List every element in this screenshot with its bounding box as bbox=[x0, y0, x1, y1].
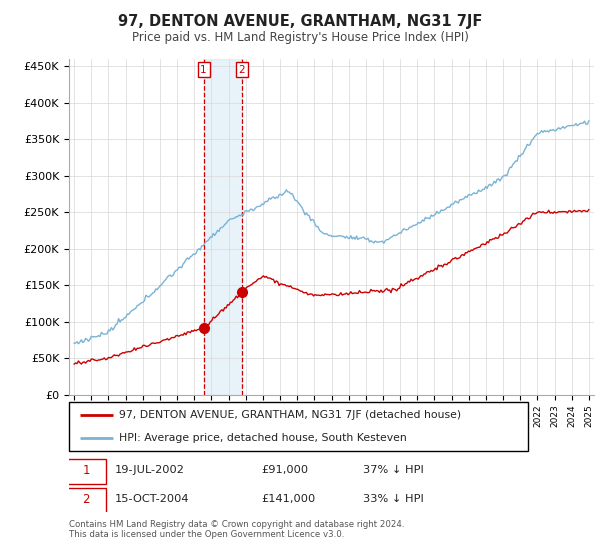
Text: HPI: Average price, detached house, South Kesteven: HPI: Average price, detached house, Sout… bbox=[119, 433, 407, 443]
Text: 1: 1 bbox=[82, 464, 90, 477]
Text: 2: 2 bbox=[239, 65, 245, 74]
Text: 97, DENTON AVENUE, GRANTHAM, NG31 7JF: 97, DENTON AVENUE, GRANTHAM, NG31 7JF bbox=[118, 14, 482, 29]
Text: £91,000: £91,000 bbox=[262, 465, 309, 475]
Text: 33% ↓ HPI: 33% ↓ HPI bbox=[363, 494, 424, 505]
Text: 19-JUL-2002: 19-JUL-2002 bbox=[115, 465, 185, 475]
FancyBboxPatch shape bbox=[67, 459, 106, 484]
FancyBboxPatch shape bbox=[69, 402, 528, 451]
Text: 2: 2 bbox=[82, 493, 90, 506]
Bar bbox=[203, 59, 242, 395]
Text: £141,000: £141,000 bbox=[262, 494, 316, 505]
Text: 1: 1 bbox=[200, 65, 207, 74]
Text: 37% ↓ HPI: 37% ↓ HPI bbox=[363, 465, 424, 475]
Text: 97, DENTON AVENUE, GRANTHAM, NG31 7JF (detached house): 97, DENTON AVENUE, GRANTHAM, NG31 7JF (d… bbox=[119, 410, 461, 421]
Text: 15-OCT-2004: 15-OCT-2004 bbox=[115, 494, 190, 505]
FancyBboxPatch shape bbox=[67, 488, 106, 513]
Text: Price paid vs. HM Land Registry's House Price Index (HPI): Price paid vs. HM Land Registry's House … bbox=[131, 31, 469, 44]
Text: Contains HM Land Registry data © Crown copyright and database right 2024.
This d: Contains HM Land Registry data © Crown c… bbox=[69, 520, 404, 539]
